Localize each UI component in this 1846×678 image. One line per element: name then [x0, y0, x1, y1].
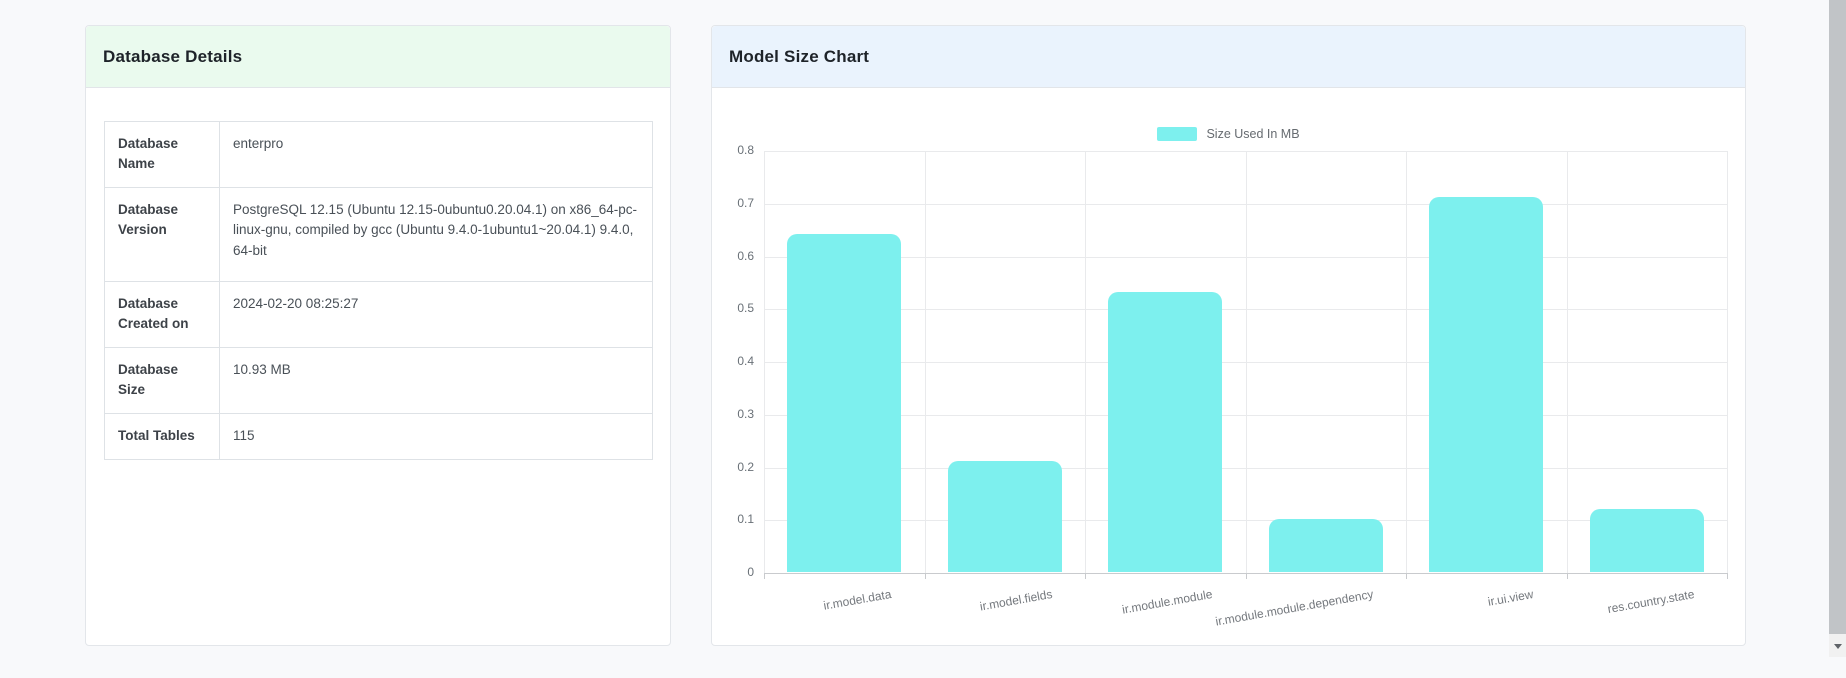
legend-label: Size Used In MB [1206, 127, 1300, 141]
table-row: Database Name enterpro [104, 121, 653, 188]
x-axis-tick [1085, 573, 1086, 579]
y-axis-tick-label: 0.3 [737, 406, 754, 421]
chart-plot-area: 0 0.1 0.2 0.3 0.4 0.5 0.6 0.7 0.8 ir.model.data ir… [737, 143, 1728, 629]
x-axis-tick [1406, 573, 1407, 579]
model-size-chart-title: Model Size Chart [729, 46, 870, 66]
row-label: Database Size [104, 347, 220, 414]
table-row: Total Tables 115 [104, 413, 653, 460]
database-details-header: Database Details [86, 26, 670, 88]
database-details-title: Database Details [103, 46, 243, 66]
model-size-chart-card: Model Size Chart Size Used In MB 0 0.1 0.2… [711, 25, 1746, 646]
y-axis-tick-label: 0.5 [737, 301, 754, 316]
gridline-vertical [1085, 151, 1086, 573]
x-axis-tick [1727, 573, 1728, 579]
arrow-down-icon [1833, 644, 1842, 649]
x-axis-label: ir.model.fields [978, 587, 1054, 614]
row-label: Database Version [104, 187, 220, 282]
scrollbar-down-button[interactable] [1829, 636, 1846, 657]
y-axis-tick-label: 0.7 [737, 195, 754, 210]
database-details-card: Database Details Database Name enterpro … [85, 25, 671, 646]
x-axis-tick [1566, 573, 1568, 579]
y-axis-tick-label: 0.2 [737, 459, 754, 474]
x-axis-label: res.country.state [1606, 587, 1696, 617]
y-axis-tick-label: 0.1 [737, 512, 754, 527]
row-label: Database Created on [104, 281, 220, 348]
row-value: 2024-02-20 08:25:27 [219, 281, 653, 348]
x-axis-label: ir.ui.view [1486, 587, 1535, 609]
legend-swatch [1157, 127, 1198, 141]
gridline-vertical [1727, 151, 1728, 573]
x-axis-label: ir.module.module [1121, 587, 1214, 617]
chart-bar-res.country.state[interactable] [1589, 508, 1704, 572]
y-axis-tick-label: 0.6 [737, 248, 754, 263]
gridline-vertical [1406, 151, 1407, 573]
row-label: Total Tables [104, 413, 220, 460]
y-axis-tick-label: 0 [747, 565, 754, 579]
row-value: enterpro [219, 121, 653, 188]
chart-bar-ir.module.module.dependency[interactable] [1268, 519, 1383, 572]
gridline-vertical [1245, 151, 1247, 573]
x-axis-tick [924, 573, 926, 579]
x-axis-tick [764, 573, 765, 579]
database-details-table: Database Name enterpro Database Version … [104, 121, 653, 460]
model-size-chart-body: Size Used In MB 0 0.1 0.2 0.3 0.4 0.5 0.6 0.7 0.… [712, 88, 1745, 645]
x-axis-label: ir.module.module.dependency [1214, 587, 1375, 629]
row-value: PostgreSQL 12.15 (Ubuntu 12.15-0ubuntu0.… [219, 187, 653, 282]
row-value: 115 [219, 413, 653, 460]
x-axis-tick [1245, 573, 1247, 579]
model-size-chart-header: Model Size Chart [712, 26, 1745, 88]
chart-bar-ir.model.data[interactable] [787, 234, 902, 572]
scrollbar-thumb[interactable] [1829, 0, 1846, 634]
chart-legend[interactable]: Size Used In MB [712, 127, 1745, 141]
y-axis-tick-label: 0.8 [737, 143, 754, 157]
chart-bar-ir.model.fields[interactable] [947, 461, 1062, 572]
row-label: Database Name [104, 121, 220, 188]
row-value: 10.93 MB [219, 347, 653, 414]
database-details-body: Database Name enterpro Database Version … [86, 121, 670, 678]
table-row: Database Size 10.93 MB [104, 347, 653, 414]
y-axis-tick-label: 0.4 [737, 354, 754, 368]
gridline-vertical [924, 151, 926, 573]
chart-bar-ir.module.module[interactable] [1108, 292, 1223, 572]
gridline-vertical [1566, 151, 1568, 573]
chart-bar-ir.ui.view[interactable] [1429, 197, 1544, 572]
y-axis-line [764, 151, 765, 573]
table-row: Database Created on 2024-02-20 08:25:27 [104, 281, 653, 348]
x-axis-label: ir.model.data [822, 587, 893, 613]
vertical-scrollbar[interactable] [1829, 0, 1846, 657]
table-row: Database Version PostgreSQL 12.15 (Ubunt… [104, 187, 653, 282]
